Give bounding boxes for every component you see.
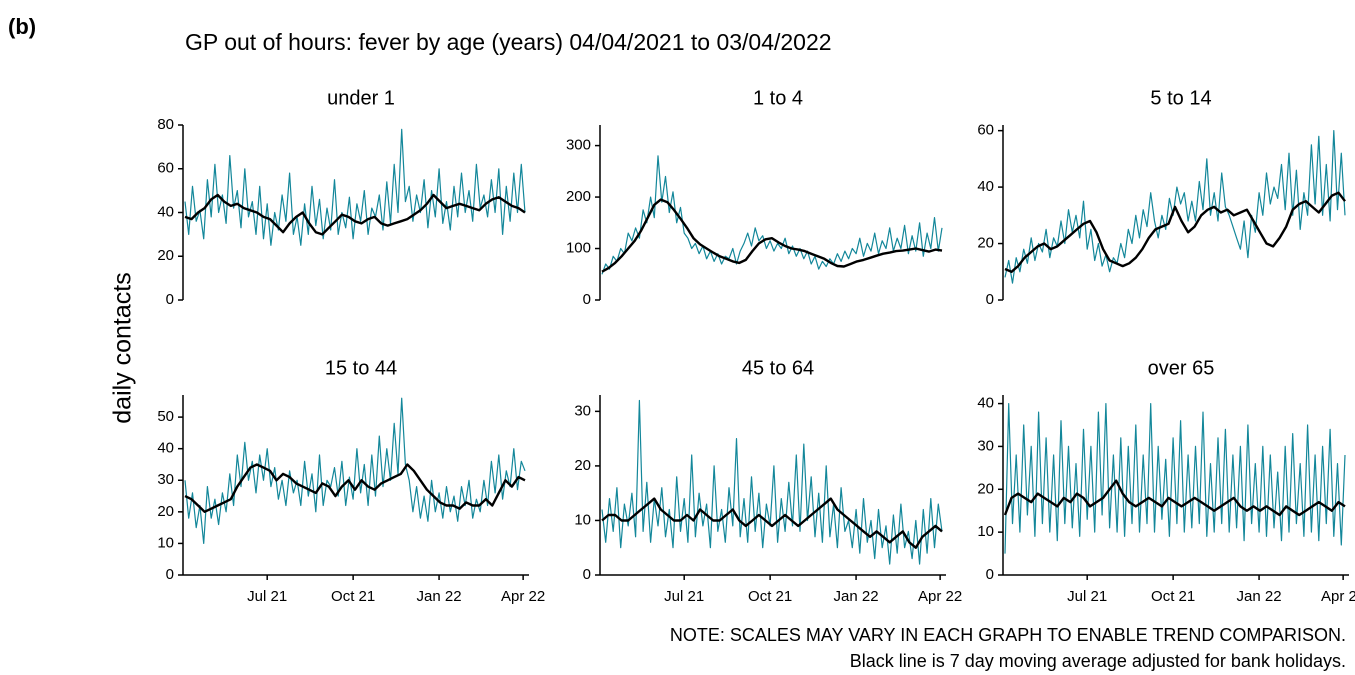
y-tick-label: 20 <box>977 235 994 252</box>
y-tick-label: 40 <box>977 395 994 412</box>
y-tick-label: 30 <box>574 402 591 419</box>
daily-line <box>1004 403 1346 554</box>
y-tick-label: 0 <box>986 566 994 583</box>
facet-title: under 1 <box>327 87 395 109</box>
y-tick-label: 100 <box>566 239 591 256</box>
y-tick-label: 50 <box>157 408 174 425</box>
note: Black line is 7 day moving average adjus… <box>850 651 1346 671</box>
y-tick-label: 10 <box>574 511 591 528</box>
note: NOTE: SCALES MAY VARY IN EACH GRAPH TO E… <box>670 625 1346 645</box>
facet-title: 5 to 14 <box>1150 87 1211 109</box>
y-tick-label: 0 <box>166 566 174 583</box>
moving-average-line <box>184 463 526 513</box>
y-tick-label: 300 <box>566 137 591 154</box>
y-tick-label: 0 <box>986 291 994 308</box>
moving-average-line <box>184 193 526 236</box>
panel-label: (b) <box>8 14 36 39</box>
y-tick-label: 20 <box>977 480 994 497</box>
y-tick-label: 60 <box>157 160 174 177</box>
y-axis-label: daily contacts <box>109 272 137 423</box>
daily-line <box>601 399 943 565</box>
y-tick-label: 10 <box>157 534 174 551</box>
y-tick-label: 60 <box>977 122 994 139</box>
y-tick-label: 0 <box>583 566 591 583</box>
x-tick-label: Jul 21 <box>247 588 287 605</box>
y-tick-label: 0 <box>583 291 591 308</box>
x-tick-label: Jan 22 <box>834 588 879 605</box>
daily-line <box>184 397 526 544</box>
moving-average-line <box>1004 191 1346 273</box>
moving-average-line <box>601 497 943 549</box>
y-tick-label: 40 <box>157 440 174 457</box>
y-tick-label: 20 <box>157 503 174 520</box>
y-tick-label: 20 <box>574 457 591 474</box>
x-tick-label: Jul 21 <box>1067 588 1107 605</box>
moving-average-line <box>1003 479 1346 517</box>
x-tick-label: Oct 21 <box>331 588 375 605</box>
daily-line <box>184 128 526 246</box>
y-tick-label: 200 <box>566 188 591 205</box>
y-tick-label: 40 <box>157 203 174 220</box>
x-tick-label: Jul 21 <box>664 588 704 605</box>
facet-title: 45 to 64 <box>742 357 814 379</box>
facet-title: 15 to 44 <box>325 357 397 379</box>
x-tick-label: Apr 22 <box>918 588 962 605</box>
facet-title: over 65 <box>1148 357 1215 379</box>
daily-line <box>1004 130 1346 284</box>
x-tick-label: Apr 22 <box>501 588 545 605</box>
y-tick-label: 80 <box>157 116 174 133</box>
x-tick-label: Jan 22 <box>417 588 462 605</box>
x-tick-label: Oct 21 <box>748 588 792 605</box>
y-tick-label: 40 <box>977 178 994 195</box>
y-tick-label: 30 <box>157 471 174 488</box>
y-tick-label: 0 <box>166 291 174 308</box>
moving-average-line <box>601 198 943 273</box>
chart-title: GP out of hours: fever by age (years) 04… <box>185 29 832 55</box>
x-tick-label: Jan 22 <box>1237 588 1282 605</box>
y-tick-label: 10 <box>977 523 994 540</box>
y-tick-label: 20 <box>157 247 174 264</box>
x-tick-label: Apr 22 <box>1321 588 1355 605</box>
daily-line <box>601 155 943 275</box>
y-tick-label: 30 <box>977 437 994 454</box>
facet-title: 1 to 4 <box>753 87 803 109</box>
x-tick-label: Oct 21 <box>1151 588 1195 605</box>
